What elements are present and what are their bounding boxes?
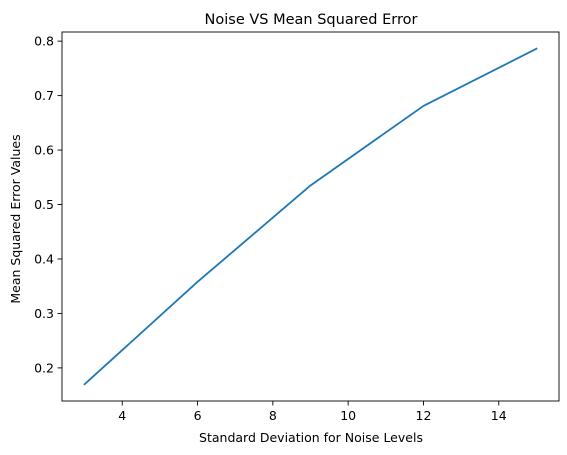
x-axis-label: Standard Deviation for Noise Levels bbox=[199, 430, 423, 445]
plot-area bbox=[61, 31, 560, 402]
x-tick-label: 8 bbox=[269, 408, 277, 423]
x-tick-label: 4 bbox=[118, 408, 126, 423]
y-axis-ticks: 0.2 0.3 0.4 0.5 0.6 0.7 0.8 bbox=[34, 34, 62, 375]
y-tick-label: 0.8 bbox=[34, 34, 54, 49]
series-line-1 bbox=[83, 47, 538, 386]
y-tick-label: 0.3 bbox=[34, 306, 54, 321]
y-axis-label: Mean Squared Error Values bbox=[8, 134, 23, 303]
x-tick-label: 12 bbox=[416, 408, 432, 423]
x-tick-label: 14 bbox=[491, 408, 507, 423]
plot-frame bbox=[61, 31, 560, 402]
x-tick-label: 6 bbox=[194, 408, 202, 423]
y-tick-label: 0.2 bbox=[34, 360, 54, 375]
series-group bbox=[83, 47, 538, 386]
x-axis-ticks: 4 6 8 10 12 14 bbox=[118, 401, 507, 423]
y-tick-label: 0.6 bbox=[34, 143, 54, 158]
x-tick-label: 10 bbox=[340, 408, 356, 423]
y-tick-label: 0.4 bbox=[34, 251, 54, 266]
y-tick-label: 0.7 bbox=[34, 88, 54, 103]
y-tick-label: 0.5 bbox=[34, 197, 54, 212]
chart-title: Noise VS Mean Squared Error bbox=[205, 12, 418, 28]
